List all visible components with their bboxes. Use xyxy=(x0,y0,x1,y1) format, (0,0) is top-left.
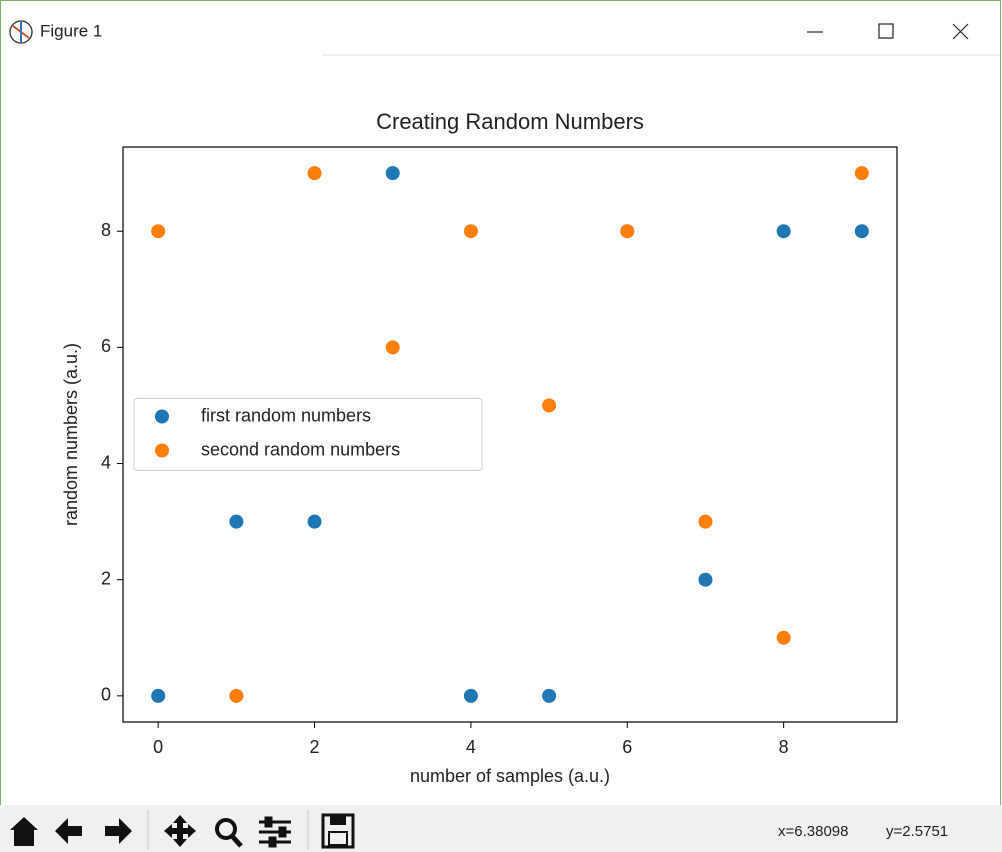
home-button[interactable] xyxy=(10,817,38,846)
y-tick-label: 8 xyxy=(101,220,111,240)
scatter-point xyxy=(463,224,478,239)
legend-marker xyxy=(155,409,169,424)
status-y: y=2.5751 xyxy=(886,823,948,840)
legend-box xyxy=(133,398,483,471)
scatter-point xyxy=(854,224,869,239)
back-button[interactable] xyxy=(55,818,82,844)
scatter-point xyxy=(620,224,635,239)
legend-label: second random numbers xyxy=(201,439,400,459)
legend-label: first random numbers xyxy=(201,405,371,425)
scatter-point xyxy=(776,224,791,239)
x-tick-label: 0 xyxy=(153,737,163,757)
chart-title: Creating Random Numbers xyxy=(376,109,644,134)
save-button[interactable] xyxy=(321,813,355,849)
scatter-point xyxy=(151,224,166,239)
scatter-point xyxy=(307,166,322,181)
y-tick-label: 2 xyxy=(101,568,111,588)
scatter-point xyxy=(385,340,400,355)
x-tick-label: 8 xyxy=(779,737,789,757)
pan-button[interactable] xyxy=(164,815,196,847)
x-tick-label: 4 xyxy=(466,737,476,757)
scatter-point xyxy=(229,688,244,703)
forward-button[interactable] xyxy=(105,818,132,844)
maximize-button[interactable] xyxy=(878,23,894,39)
configure-button[interactable] xyxy=(259,816,291,848)
scatter-point xyxy=(776,630,791,645)
scatter-point xyxy=(698,572,713,587)
y-axis-label: random numbers (a.u.) xyxy=(61,343,81,526)
scatter-point xyxy=(229,514,244,529)
app-icon xyxy=(9,20,33,44)
x-tick-label: 2 xyxy=(310,737,320,757)
close-button[interactable] xyxy=(952,23,969,40)
scatter-point xyxy=(385,166,400,181)
plot: Creating Random Numbers number of samples… xyxy=(61,109,898,786)
legend-marker xyxy=(155,443,169,458)
y-tick-label: 0 xyxy=(101,685,111,705)
scatter-point xyxy=(542,688,557,703)
status-x: x=6.38098 xyxy=(778,823,848,840)
toolbar-icons xyxy=(10,813,355,849)
scatter-point xyxy=(463,688,478,703)
x-tick-label: 6 xyxy=(622,737,632,757)
y-tick-label: 4 xyxy=(101,452,111,472)
scatter-point xyxy=(542,398,557,413)
axes-frame xyxy=(122,146,898,723)
legend: first random numbers second random number… xyxy=(133,398,483,471)
toolbar-separators xyxy=(147,810,309,850)
scatter-point xyxy=(698,514,713,529)
scatter-point xyxy=(307,514,322,529)
toolbar xyxy=(0,805,1002,852)
scatter-point xyxy=(151,688,166,703)
zoom-button[interactable] xyxy=(215,818,243,848)
window-title: Figure 1 xyxy=(40,21,102,40)
y-tick-label: 6 xyxy=(101,336,111,356)
scatter-point xyxy=(854,166,869,181)
x-axis-label: number of samples (a.u.) xyxy=(410,766,610,786)
